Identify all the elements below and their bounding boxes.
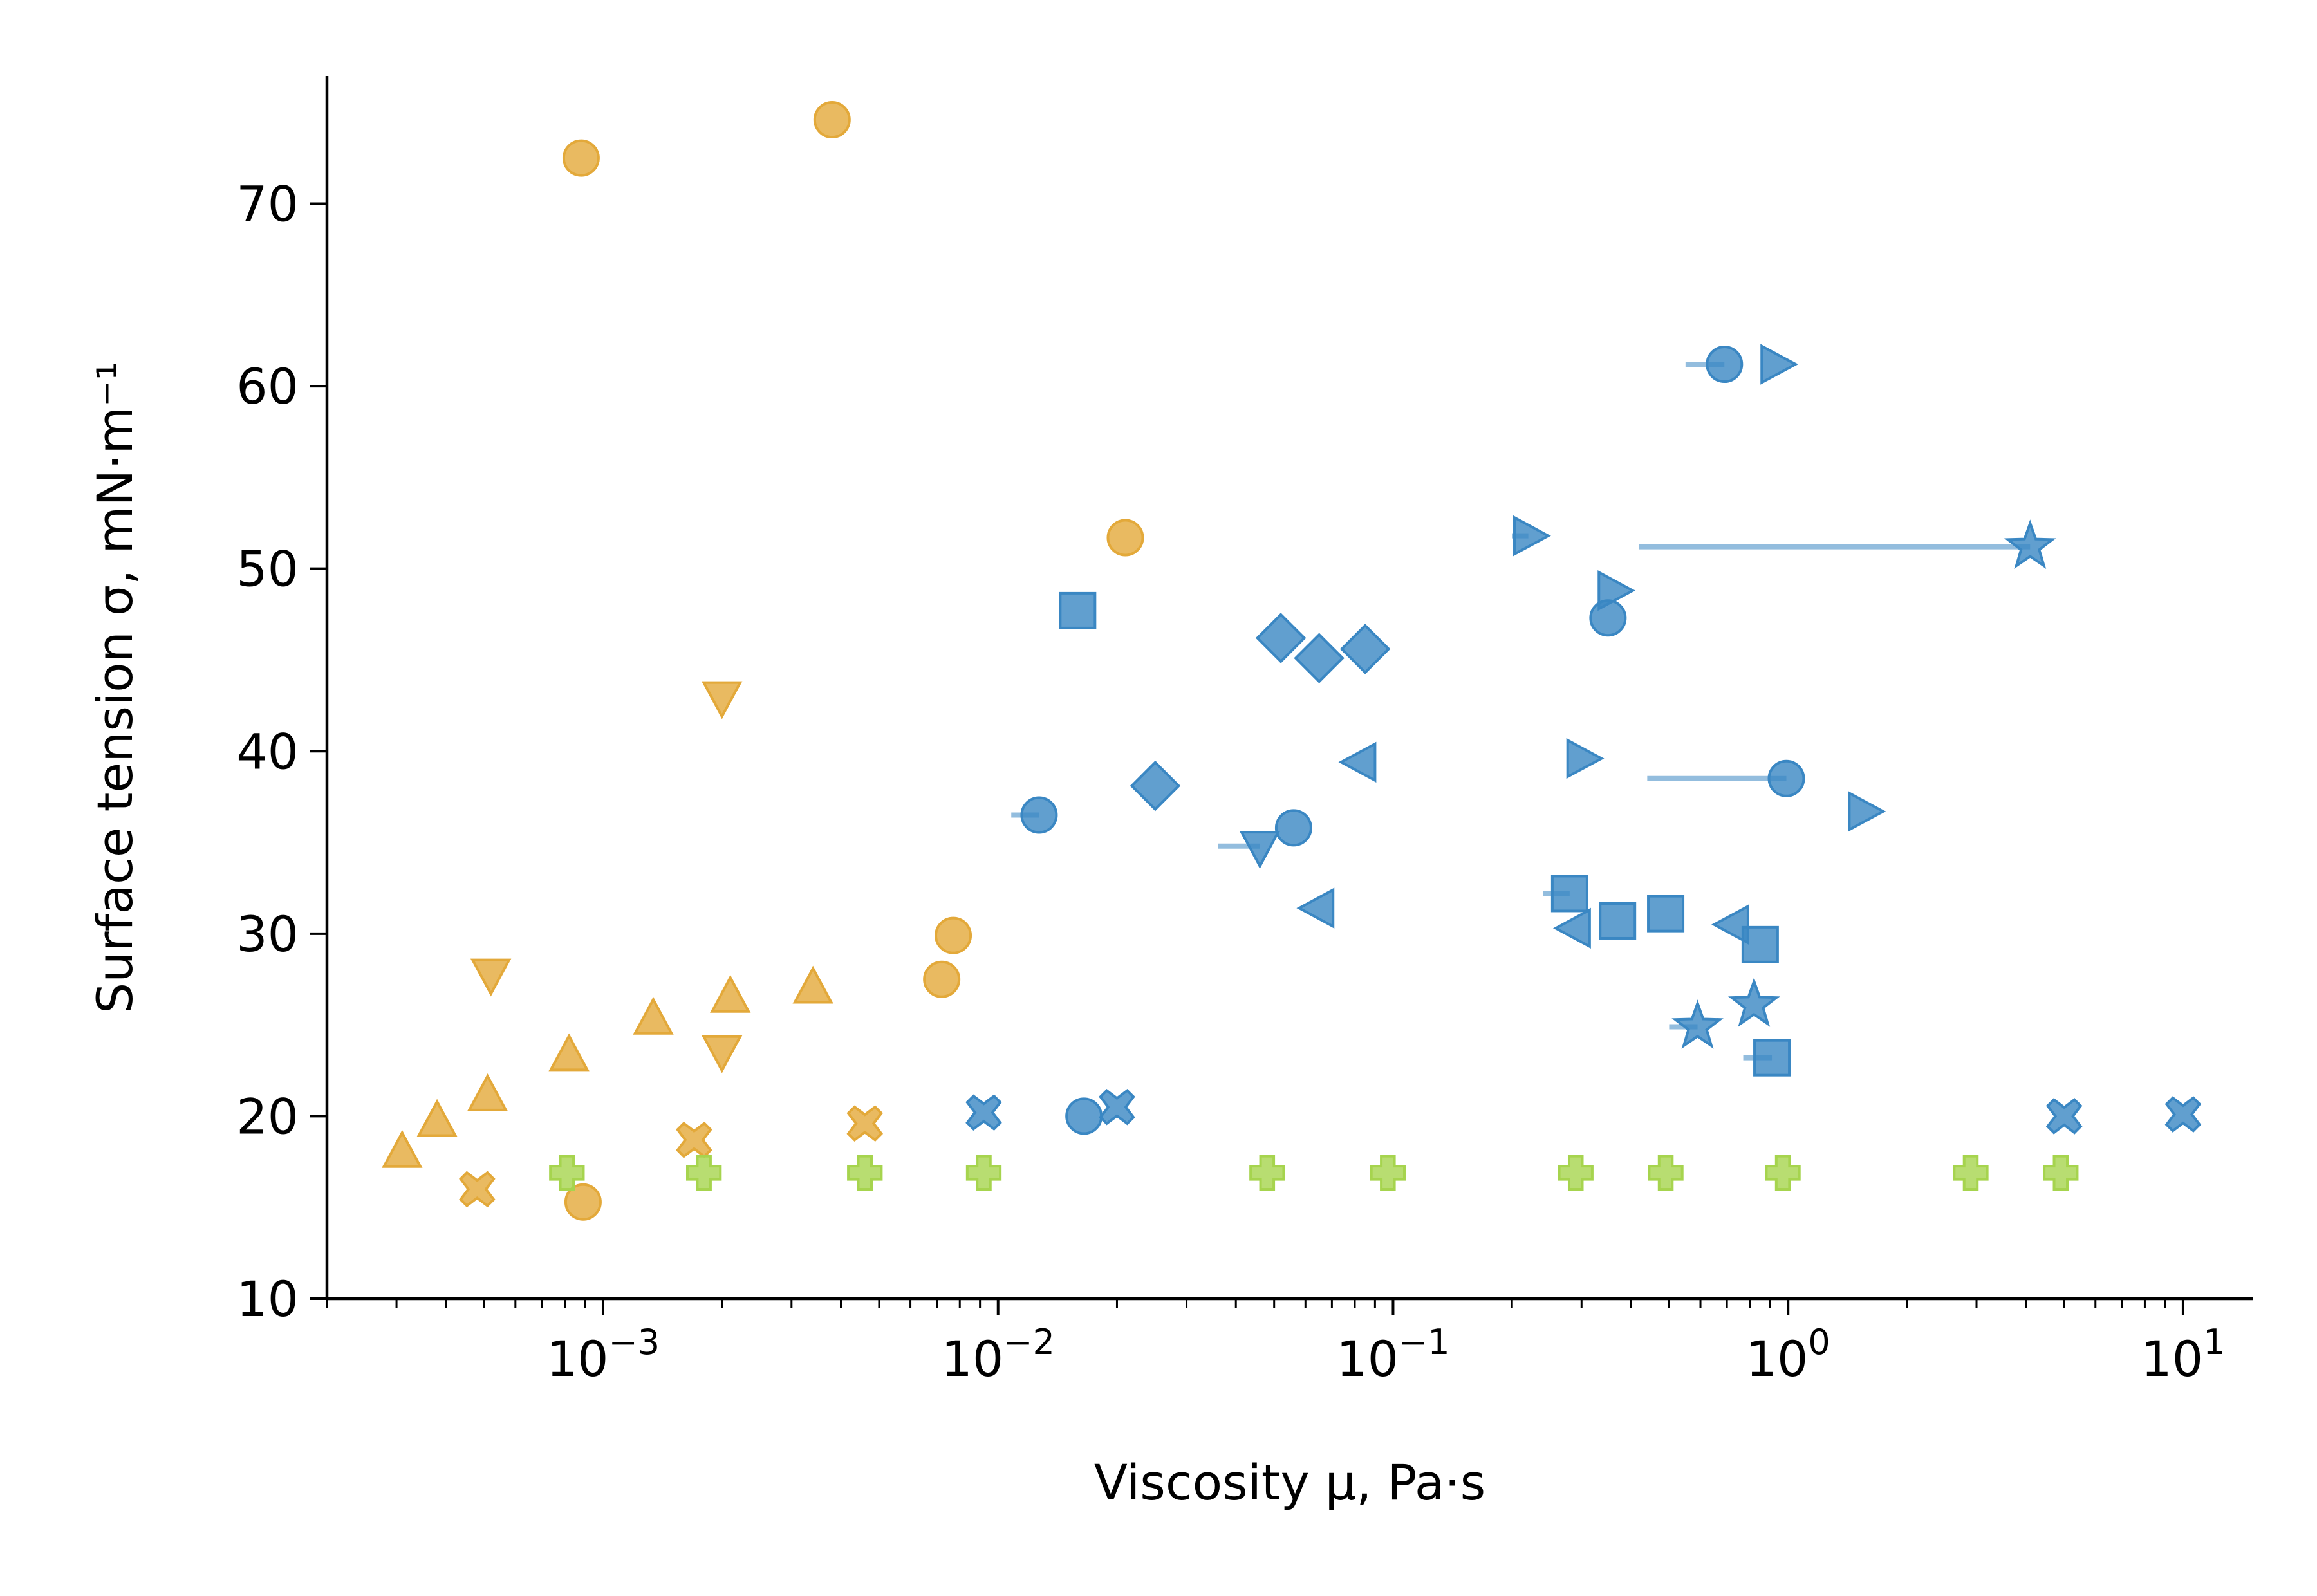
data-point-blue-diamond — [1130, 760, 1181, 812]
data-point-green-plus — [686, 1155, 722, 1191]
y-tick-label: 10 — [236, 1270, 299, 1328]
data-point-blue-diamond — [1255, 613, 1307, 663]
data-point-blue-star — [2004, 519, 2056, 569]
data-point-blue-x — [965, 1094, 1002, 1131]
data-point-blue-circle — [1020, 796, 1058, 834]
x-tick-label: 10−3 — [546, 1322, 660, 1387]
x-axis-ticks: 10−3 10−2 10−1 100 101 — [326, 1299, 2225, 1387]
data-point-orange-triangle-down — [702, 681, 743, 719]
data-point-green-plus — [965, 1155, 1002, 1191]
data-point-blue-square — [1059, 591, 1097, 629]
data-point-blue-diamond — [1294, 633, 1345, 683]
data-point-orange-triangle-up — [633, 996, 674, 1035]
data-point-blue-diamond — [1339, 624, 1391, 674]
data-point-blue-square — [1550, 875, 1588, 913]
x-tick-label: 100 — [1746, 1322, 1830, 1387]
data-point-orange-x — [846, 1105, 884, 1142]
data-point-orange-circle — [564, 1183, 602, 1221]
data-point-orange-circle — [923, 960, 961, 998]
data-point-orange-triangle-up — [382, 1129, 423, 1168]
data-point-green-plus — [1765, 1155, 1801, 1191]
data-point-orange-circle — [813, 101, 851, 139]
data-point-orange-x — [676, 1121, 712, 1158]
data-point-blue-triangle-left — [1296, 887, 1335, 929]
data-point-blue-circle — [1274, 809, 1312, 847]
data-point-orange-circle — [562, 139, 600, 177]
y-tick-label: 30 — [236, 905, 299, 963]
data-point-green-plus — [1558, 1155, 1594, 1191]
x-axis-label: Viscosity μ, Pa·s — [1094, 1454, 1485, 1511]
x-tick-label: 10−1 — [1336, 1322, 1449, 1387]
data-point-orange-triangle-up — [710, 974, 751, 1013]
y-tick-label: 40 — [236, 723, 299, 780]
data-marks — [382, 101, 2202, 1221]
data-point-blue-circle — [1767, 759, 1805, 797]
data-point-blue-x — [2164, 1096, 2202, 1133]
data-point-blue-square — [1753, 1039, 1791, 1077]
data-point-blue-x — [1099, 1088, 1135, 1126]
data-point-blue-x — [2045, 1098, 2083, 1135]
y-tick-label: 60 — [236, 358, 299, 415]
data-point-blue-triangle-right — [1848, 791, 1886, 832]
y-axis-label: Surface tension σ, mN·m⁻¹ — [86, 361, 144, 1014]
x-tick-label: 10−2 — [942, 1322, 1055, 1387]
data-point-green-plus — [1249, 1155, 1285, 1191]
data-point-green-plus — [1953, 1155, 1989, 1191]
data-point-green-plus — [1370, 1155, 1406, 1191]
y-tick-label: 20 — [236, 1088, 299, 1145]
data-point-blue-circle — [1589, 599, 1627, 637]
data-point-blue-triangle-down — [1239, 831, 1281, 869]
data-point-blue-circle — [1065, 1097, 1103, 1135]
data-point-blue-triangle-left — [1552, 907, 1591, 949]
data-point-blue-triangle-right — [1760, 344, 1799, 385]
data-point-orange-triangle-up — [467, 1073, 508, 1111]
data-point-blue-triangle-right — [1597, 570, 1636, 611]
data-point-green-plus — [2043, 1155, 2079, 1191]
data-point-blue-triangle-right — [1566, 738, 1605, 779]
data-point-blue-triangle-right — [1513, 515, 1551, 557]
data-point-orange-triangle-down — [702, 1035, 743, 1073]
data-point-orange-triangle-up — [548, 1033, 590, 1072]
data-point-orange-triangle-up — [416, 1099, 458, 1137]
data-point-blue-star — [1671, 999, 1724, 1049]
data-point-blue-star — [1727, 978, 1780, 1027]
y-tick-label: 50 — [236, 541, 299, 598]
data-point-blue-triangle-left — [1711, 904, 1749, 945]
data-point-orange-x — [459, 1171, 496, 1208]
data-point-blue-circle — [1706, 346, 1744, 384]
data-point-blue-square — [1647, 895, 1685, 933]
data-point-blue-square — [1599, 902, 1637, 940]
data-point-blue-triangle-left — [1338, 741, 1377, 783]
data-point-green-plus — [847, 1155, 883, 1191]
data-point-orange-triangle-down — [470, 958, 512, 997]
y-tick-label: 70 — [236, 176, 299, 233]
data-point-orange-circle — [935, 916, 972, 954]
data-point-orange-triangle-up — [792, 965, 833, 1004]
x-tick-label: 101 — [2141, 1322, 2225, 1387]
data-point-orange-circle — [1106, 519, 1144, 557]
data-point-green-plus — [1648, 1155, 1684, 1191]
data-point-green-plus — [549, 1155, 585, 1191]
y-axis-ticks: 10 20 30 40 50 60 70 — [236, 176, 327, 1328]
